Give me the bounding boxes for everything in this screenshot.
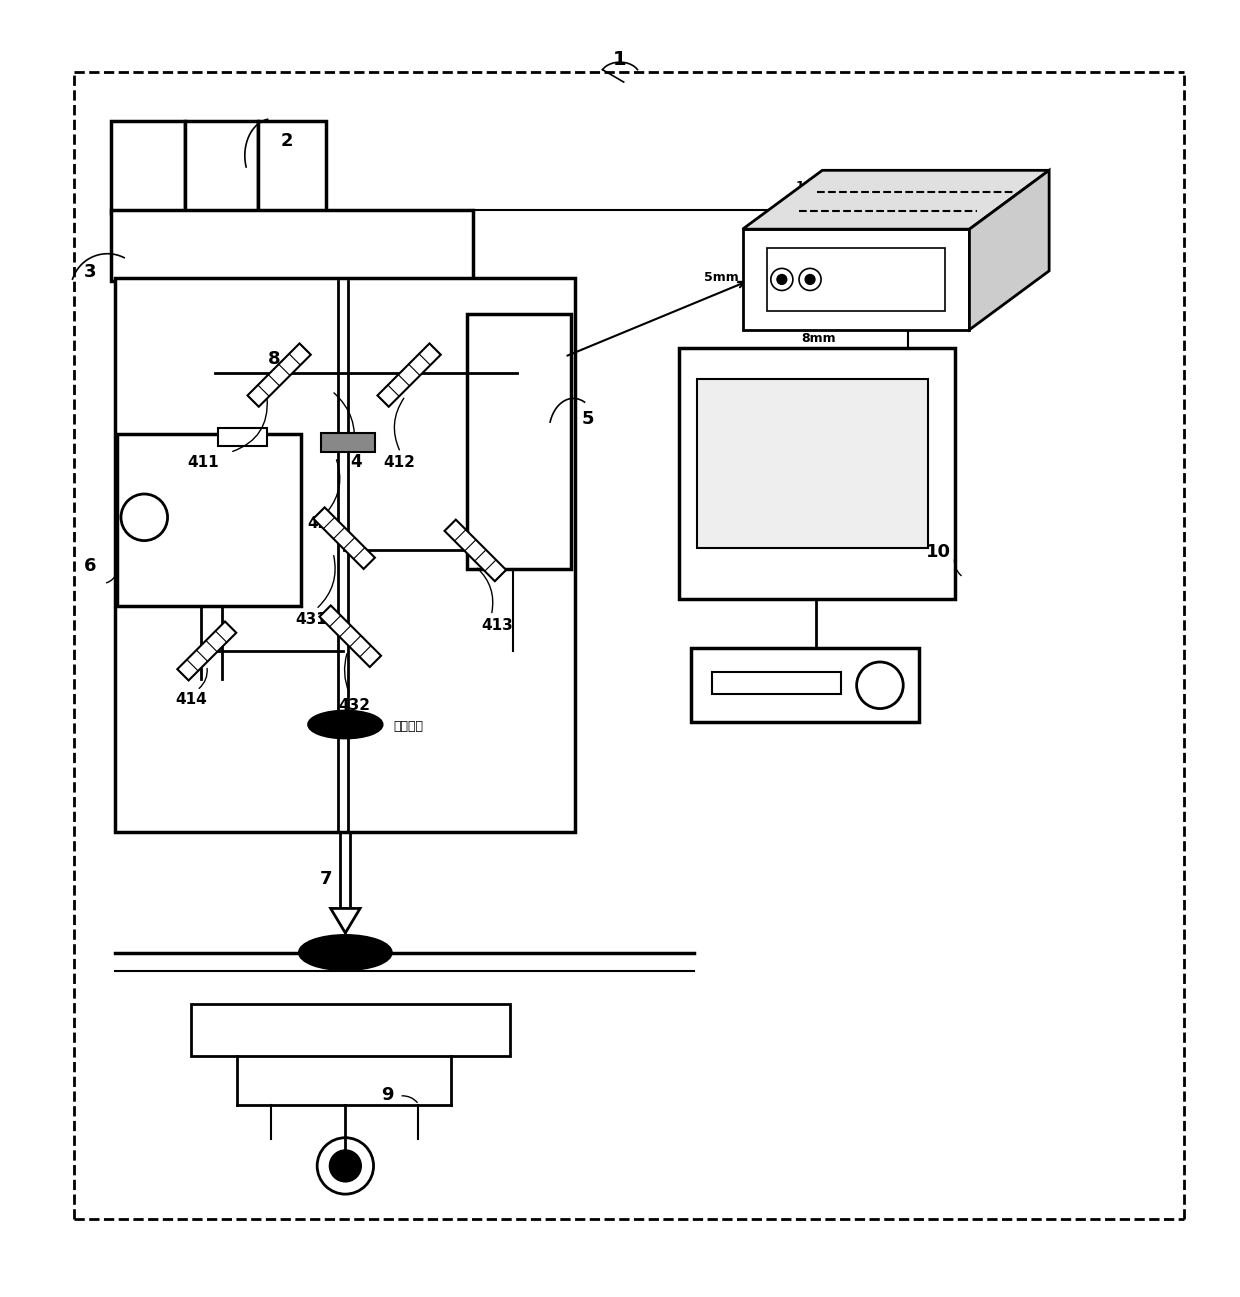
Bar (697, 379, 928, 547)
Text: 21mm: 21mm (853, 239, 897, 252)
Text: 7: 7 (320, 870, 332, 888)
Bar (691, 648, 919, 722)
Text: 30mm: 30mm (873, 195, 916, 208)
Text: 5: 5 (582, 410, 594, 428)
Bar (118, 434, 301, 606)
Bar (678, 348, 955, 599)
Text: 1: 1 (614, 51, 626, 70)
Polygon shape (445, 520, 506, 581)
Polygon shape (177, 621, 237, 681)
Text: 412: 412 (383, 455, 415, 470)
Text: 10mm: 10mm (795, 180, 838, 193)
Text: 8: 8 (268, 350, 280, 368)
Circle shape (777, 275, 786, 284)
Text: 5mm: 5mm (704, 271, 739, 284)
Text: 413: 413 (481, 619, 513, 633)
Bar (768, 248, 945, 311)
Polygon shape (970, 170, 1049, 329)
Polygon shape (743, 170, 1049, 230)
Text: 2: 2 (280, 132, 293, 149)
Bar (218, 428, 267, 446)
Text: 4: 4 (351, 453, 362, 471)
Polygon shape (377, 344, 440, 407)
Text: 3: 3 (84, 263, 97, 281)
Polygon shape (743, 230, 970, 329)
Text: 411: 411 (187, 455, 219, 470)
Polygon shape (314, 507, 374, 569)
Bar (185, 122, 258, 213)
Polygon shape (248, 344, 311, 407)
Ellipse shape (309, 711, 382, 738)
Ellipse shape (299, 935, 392, 970)
Text: 414: 414 (175, 691, 207, 707)
Bar (321, 433, 374, 453)
Bar (112, 210, 472, 280)
Text: 8mm: 8mm (801, 332, 836, 345)
Text: 下持物镜: 下持物镜 (393, 720, 423, 734)
Text: 5mm: 5mm (853, 301, 888, 314)
Text: 10: 10 (926, 542, 951, 560)
Text: 9: 9 (381, 1086, 393, 1104)
Bar (115, 279, 574, 833)
Text: 432: 432 (339, 698, 370, 713)
Circle shape (330, 1150, 361, 1182)
Bar (191, 1004, 510, 1056)
Bar (466, 314, 570, 569)
Polygon shape (320, 606, 381, 667)
Text: 431: 431 (295, 612, 327, 626)
Bar (258, 122, 326, 213)
Polygon shape (331, 908, 360, 933)
Text: 42: 42 (308, 516, 329, 532)
Bar (712, 672, 841, 694)
Text: 3mm: 3mm (841, 283, 875, 296)
Circle shape (805, 275, 815, 284)
Text: 6: 6 (84, 558, 97, 576)
Bar (112, 122, 185, 213)
